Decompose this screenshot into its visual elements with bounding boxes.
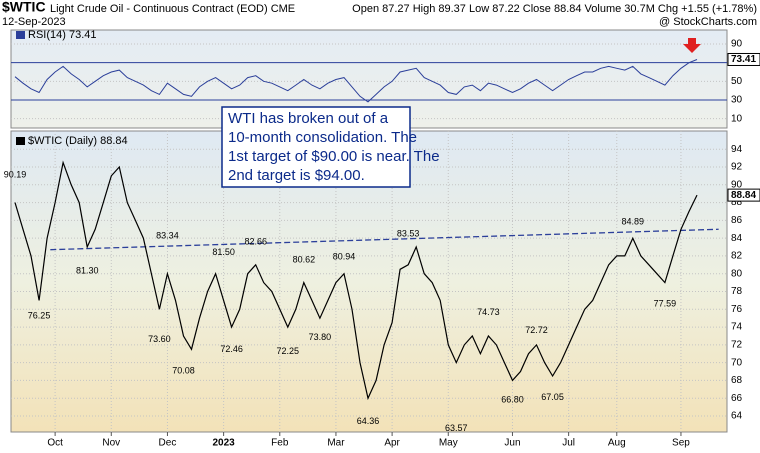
y-tick-label: 30: [731, 95, 743, 106]
annotation: 81.30: [76, 266, 99, 276]
annotation: 66.80: [501, 394, 524, 404]
y-tick-label: 72: [731, 339, 743, 350]
y-tick-label: 88: [731, 197, 743, 208]
y-tick-label: 90: [731, 39, 743, 50]
x-tick-label: Aug: [608, 438, 626, 449]
symbol-name: Light Crude Oil - Continuous Contract (E…: [50, 3, 295, 15]
quote: Open 87.27 High 89.37 Low 87.22 Close 88…: [352, 3, 757, 15]
symbol: $WTIC: [2, 0, 46, 15]
annotation: 72.25: [277, 346, 300, 356]
annotation: 80.94: [333, 252, 356, 262]
y-tick-label: 84: [731, 233, 743, 244]
legend-swatch: [16, 31, 25, 39]
last-value-box: [727, 188, 760, 202]
annotation: 64.36: [357, 416, 380, 426]
annotation: 67.05: [541, 392, 564, 402]
annotation: 82.66: [244, 236, 267, 246]
last-value-label: 88.84: [731, 190, 756, 201]
y-tick-label: 82: [731, 251, 743, 262]
last-value-box: [727, 52, 760, 66]
y-tick-label: 76: [731, 304, 743, 315]
annotation: 83.34: [156, 230, 179, 240]
callout-line: 1st target of $90.00 is near. The: [228, 148, 440, 165]
annotation: 84.89: [622, 217, 645, 227]
x-tick-label: 2023: [212, 438, 235, 449]
y-tick-label: 78: [731, 286, 743, 297]
annotation: 70.08: [172, 365, 195, 375]
y-tick-label: 70: [731, 357, 743, 368]
trendline: [50, 228, 719, 251]
annotation: 77.59: [654, 299, 677, 309]
callout-line: 10-month consolidation. The: [228, 129, 417, 146]
annotation: 83.53: [397, 229, 420, 239]
x-tick-label: Dec: [159, 438, 177, 449]
y-tick-label: 50: [731, 76, 743, 87]
annotation: 73.60: [148, 334, 171, 344]
annotation: 72.72: [525, 325, 548, 335]
x-tick-label: Feb: [271, 438, 289, 449]
callout-line: WTI has broken out of a: [228, 110, 389, 127]
y-tick-label: 10: [731, 113, 743, 124]
y-tick-label: 68: [731, 375, 743, 386]
y-tick-label: 80: [731, 268, 743, 279]
x-tick-label: Mar: [327, 438, 345, 449]
y-tick-label: 92: [731, 162, 743, 173]
annotation: 76.25: [28, 310, 51, 320]
x-tick-label: May: [439, 438, 458, 449]
annotation: 72.46: [220, 344, 243, 354]
annotation: 90.19: [4, 169, 27, 179]
annotation: 74.73: [477, 307, 500, 317]
annotation: 63.57: [445, 423, 468, 433]
x-tick-label: Sep: [672, 438, 690, 449]
date: 12-Sep-2023: [2, 16, 66, 28]
red-arrow: [683, 38, 701, 53]
panel-title: $WTIC (Daily) 88.84: [28, 135, 128, 147]
callout-line: 2nd target is $94.00.: [228, 167, 365, 184]
y-tick-label: 66: [731, 393, 743, 404]
panel-title: RSI(14) 73.41: [28, 29, 96, 41]
series-line: [14, 160, 698, 401]
x-tick-label: Jun: [504, 438, 520, 449]
y-tick-label: 90: [731, 179, 743, 190]
y-tick-label: 74: [731, 322, 743, 333]
annotation: 73.80: [309, 332, 332, 342]
legend-swatch: [16, 137, 25, 145]
x-tick-label: Apr: [384, 438, 400, 449]
last-value-label: 73.41: [731, 54, 756, 65]
callout-box: [221, 106, 411, 188]
y-tick-label: 86: [731, 215, 743, 226]
annotation: 81.50: [212, 247, 235, 257]
source: @ StockCharts.com: [659, 16, 757, 28]
x-tick-label: Nov: [102, 438, 120, 449]
x-tick-label: Oct: [47, 438, 63, 449]
y-tick-label: 94: [731, 144, 743, 155]
y-tick-label: 64: [731, 411, 743, 422]
x-tick-label: Jul: [562, 438, 575, 449]
series-line: [14, 59, 698, 103]
annotation: 80.62: [293, 255, 316, 265]
